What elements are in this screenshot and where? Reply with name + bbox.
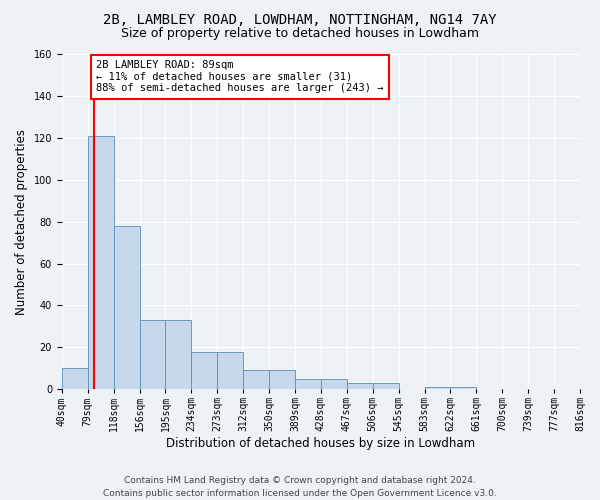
- Text: Contains HM Land Registry data © Crown copyright and database right 2024.
Contai: Contains HM Land Registry data © Crown c…: [103, 476, 497, 498]
- Text: Size of property relative to detached houses in Lowdham: Size of property relative to detached ho…: [121, 28, 479, 40]
- Text: 2B LAMBLEY ROAD: 89sqm
← 11% of detached houses are smaller (31)
88% of semi-det: 2B LAMBLEY ROAD: 89sqm ← 11% of detached…: [97, 60, 384, 94]
- Bar: [451, 387, 476, 389]
- Bar: [113, 226, 140, 389]
- Bar: [217, 352, 243, 389]
- Bar: [62, 368, 88, 389]
- X-axis label: Distribution of detached houses by size in Lowdham: Distribution of detached houses by size …: [166, 437, 475, 450]
- Bar: [295, 379, 321, 389]
- Bar: [425, 387, 451, 389]
- Bar: [191, 352, 217, 389]
- Bar: [140, 320, 166, 389]
- Bar: [166, 320, 191, 389]
- Bar: [243, 370, 269, 389]
- Bar: [347, 383, 373, 389]
- Y-axis label: Number of detached properties: Number of detached properties: [15, 128, 28, 314]
- Bar: [373, 383, 398, 389]
- Bar: [269, 370, 295, 389]
- Bar: [321, 379, 347, 389]
- Bar: [88, 136, 113, 389]
- Text: 2B, LAMBLEY ROAD, LOWDHAM, NOTTINGHAM, NG14 7AY: 2B, LAMBLEY ROAD, LOWDHAM, NOTTINGHAM, N…: [103, 12, 497, 26]
